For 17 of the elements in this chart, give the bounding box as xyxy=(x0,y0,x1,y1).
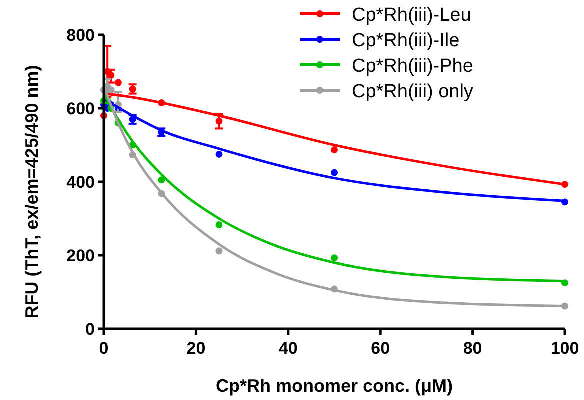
x-tick-label: 100 xyxy=(550,339,580,358)
x-tick-label: 0 xyxy=(99,339,109,358)
legend-label: Cp*Rh(iii)-Phe xyxy=(352,56,474,77)
x-tick-label: 20 xyxy=(186,339,206,358)
x-axis-title: Cp*Rh monomer conc. (μM) xyxy=(216,376,454,396)
y-axis-title: RFU (ThT, ex/em=425/490 nm) xyxy=(22,65,42,319)
y-tick-label: 400 xyxy=(66,173,95,192)
x-tick-label: 60 xyxy=(371,339,390,358)
legend-label: Cp*Rh(iii) only xyxy=(352,82,474,102)
y-tick-label: 200 xyxy=(66,246,95,266)
legend-label: Cp*Rh(iii)-Ile xyxy=(352,30,460,52)
x-tick-label: 40 xyxy=(278,339,298,358)
y-tick-label: 0 xyxy=(86,320,95,339)
legend-label: Cp*Rh(iii)-Leu xyxy=(352,5,472,26)
y-tick-label: 800 xyxy=(66,26,95,45)
y-tick-label: 600 xyxy=(66,100,95,118)
x-tick-label: 80 xyxy=(463,339,482,358)
